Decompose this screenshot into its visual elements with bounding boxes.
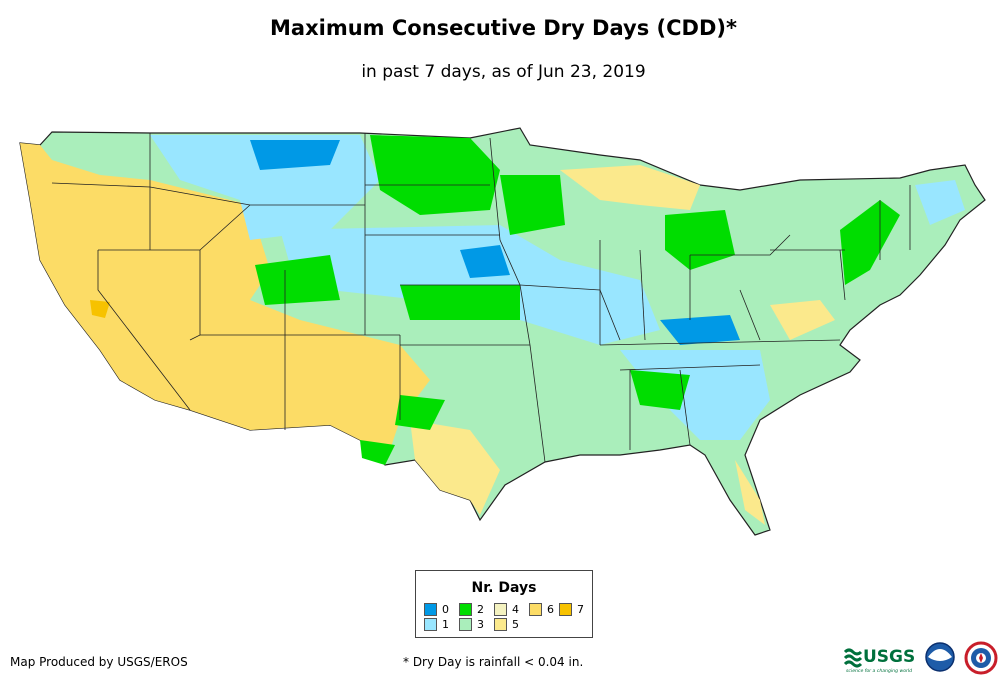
us-dry-days-map <box>19 127 986 536</box>
green-region-dakotas <box>370 135 500 215</box>
wet-region-new-england <box>915 180 965 225</box>
legend-item-6: 6 <box>529 603 554 616</box>
legend-swatch-4 <box>494 603 507 616</box>
legend-label-5: 5 <box>512 618 519 631</box>
agency-logos: USGS science for a changing world <box>843 641 998 675</box>
legend: Nr. Days 0 1 2 3 4 5 6 7 <box>415 570 593 638</box>
legend-swatch-7 <box>559 603 572 616</box>
map-credit: Map Produced by USGS/EROS <box>10 655 188 669</box>
state-boundaries <box>51 133 911 463</box>
seven-day-patch-ca <box>90 300 110 318</box>
legend-item-3: 3 <box>459 618 484 631</box>
nws-logo <box>964 641 998 675</box>
legend-item-4: 4 <box>494 603 519 616</box>
green-region-kansas <box>400 285 520 320</box>
legend-label-4: 4 <box>512 603 519 616</box>
legend-swatch-3 <box>459 618 472 631</box>
legend-swatch-2 <box>459 603 472 616</box>
usgs-tagline: science for a changing world <box>846 668 912 674</box>
green-region-texas <box>395 395 445 430</box>
legend-label-7: 7 <box>577 603 584 616</box>
dry-region-west <box>20 143 430 465</box>
legend-item-0: 0 <box>424 603 449 616</box>
legend-swatch-6 <box>529 603 542 616</box>
dry-patch-florida <box>735 460 765 525</box>
green-region-wi-mn <box>500 175 565 235</box>
usgs-logo: USGS science for a changing world <box>843 647 915 674</box>
legend-label-3: 3 <box>477 618 484 631</box>
dry-day-footnote: * Dry Day is rainfall < 0.04 in. <box>403 655 584 669</box>
map-title: Maximum Consecutive Dry Days (CDD)* <box>270 16 737 40</box>
green-region-wyoming <box>255 255 340 305</box>
legend-label-2: 2 <box>477 603 484 616</box>
legend-item-5: 5 <box>494 618 519 631</box>
zero-day-patch-mt <box>250 140 340 170</box>
zero-day-patch-tn <box>660 315 740 345</box>
noaa-logo <box>925 642 955 672</box>
legend-item-2: 2 <box>459 603 484 616</box>
map-subtitle: in past 7 days, as of Jun 23, 2019 <box>361 62 646 82</box>
dry-patch-texas <box>410 420 500 515</box>
usgs-wordmark: USGS <box>863 647 915 667</box>
green-region-alabama <box>630 370 690 410</box>
legend-label-1: 1 <box>442 618 449 631</box>
green-region-northeast <box>840 200 900 285</box>
legend-swatch-1 <box>424 618 437 631</box>
dry-patch-virginia <box>770 300 835 340</box>
green-region-new-mexico <box>360 440 395 465</box>
dry-patch-great-lakes <box>560 165 700 210</box>
legend-swatch-0 <box>424 603 437 616</box>
zero-day-patch-ne <box>460 245 510 278</box>
legend-item-1: 1 <box>424 618 449 631</box>
legend-title: Nr. Days <box>471 580 537 596</box>
legend-label-0: 0 <box>442 603 449 616</box>
legend-swatch-5 <box>494 618 507 631</box>
legend-label-6: 6 <box>547 603 554 616</box>
legend-item-7: 7 <box>559 603 584 616</box>
